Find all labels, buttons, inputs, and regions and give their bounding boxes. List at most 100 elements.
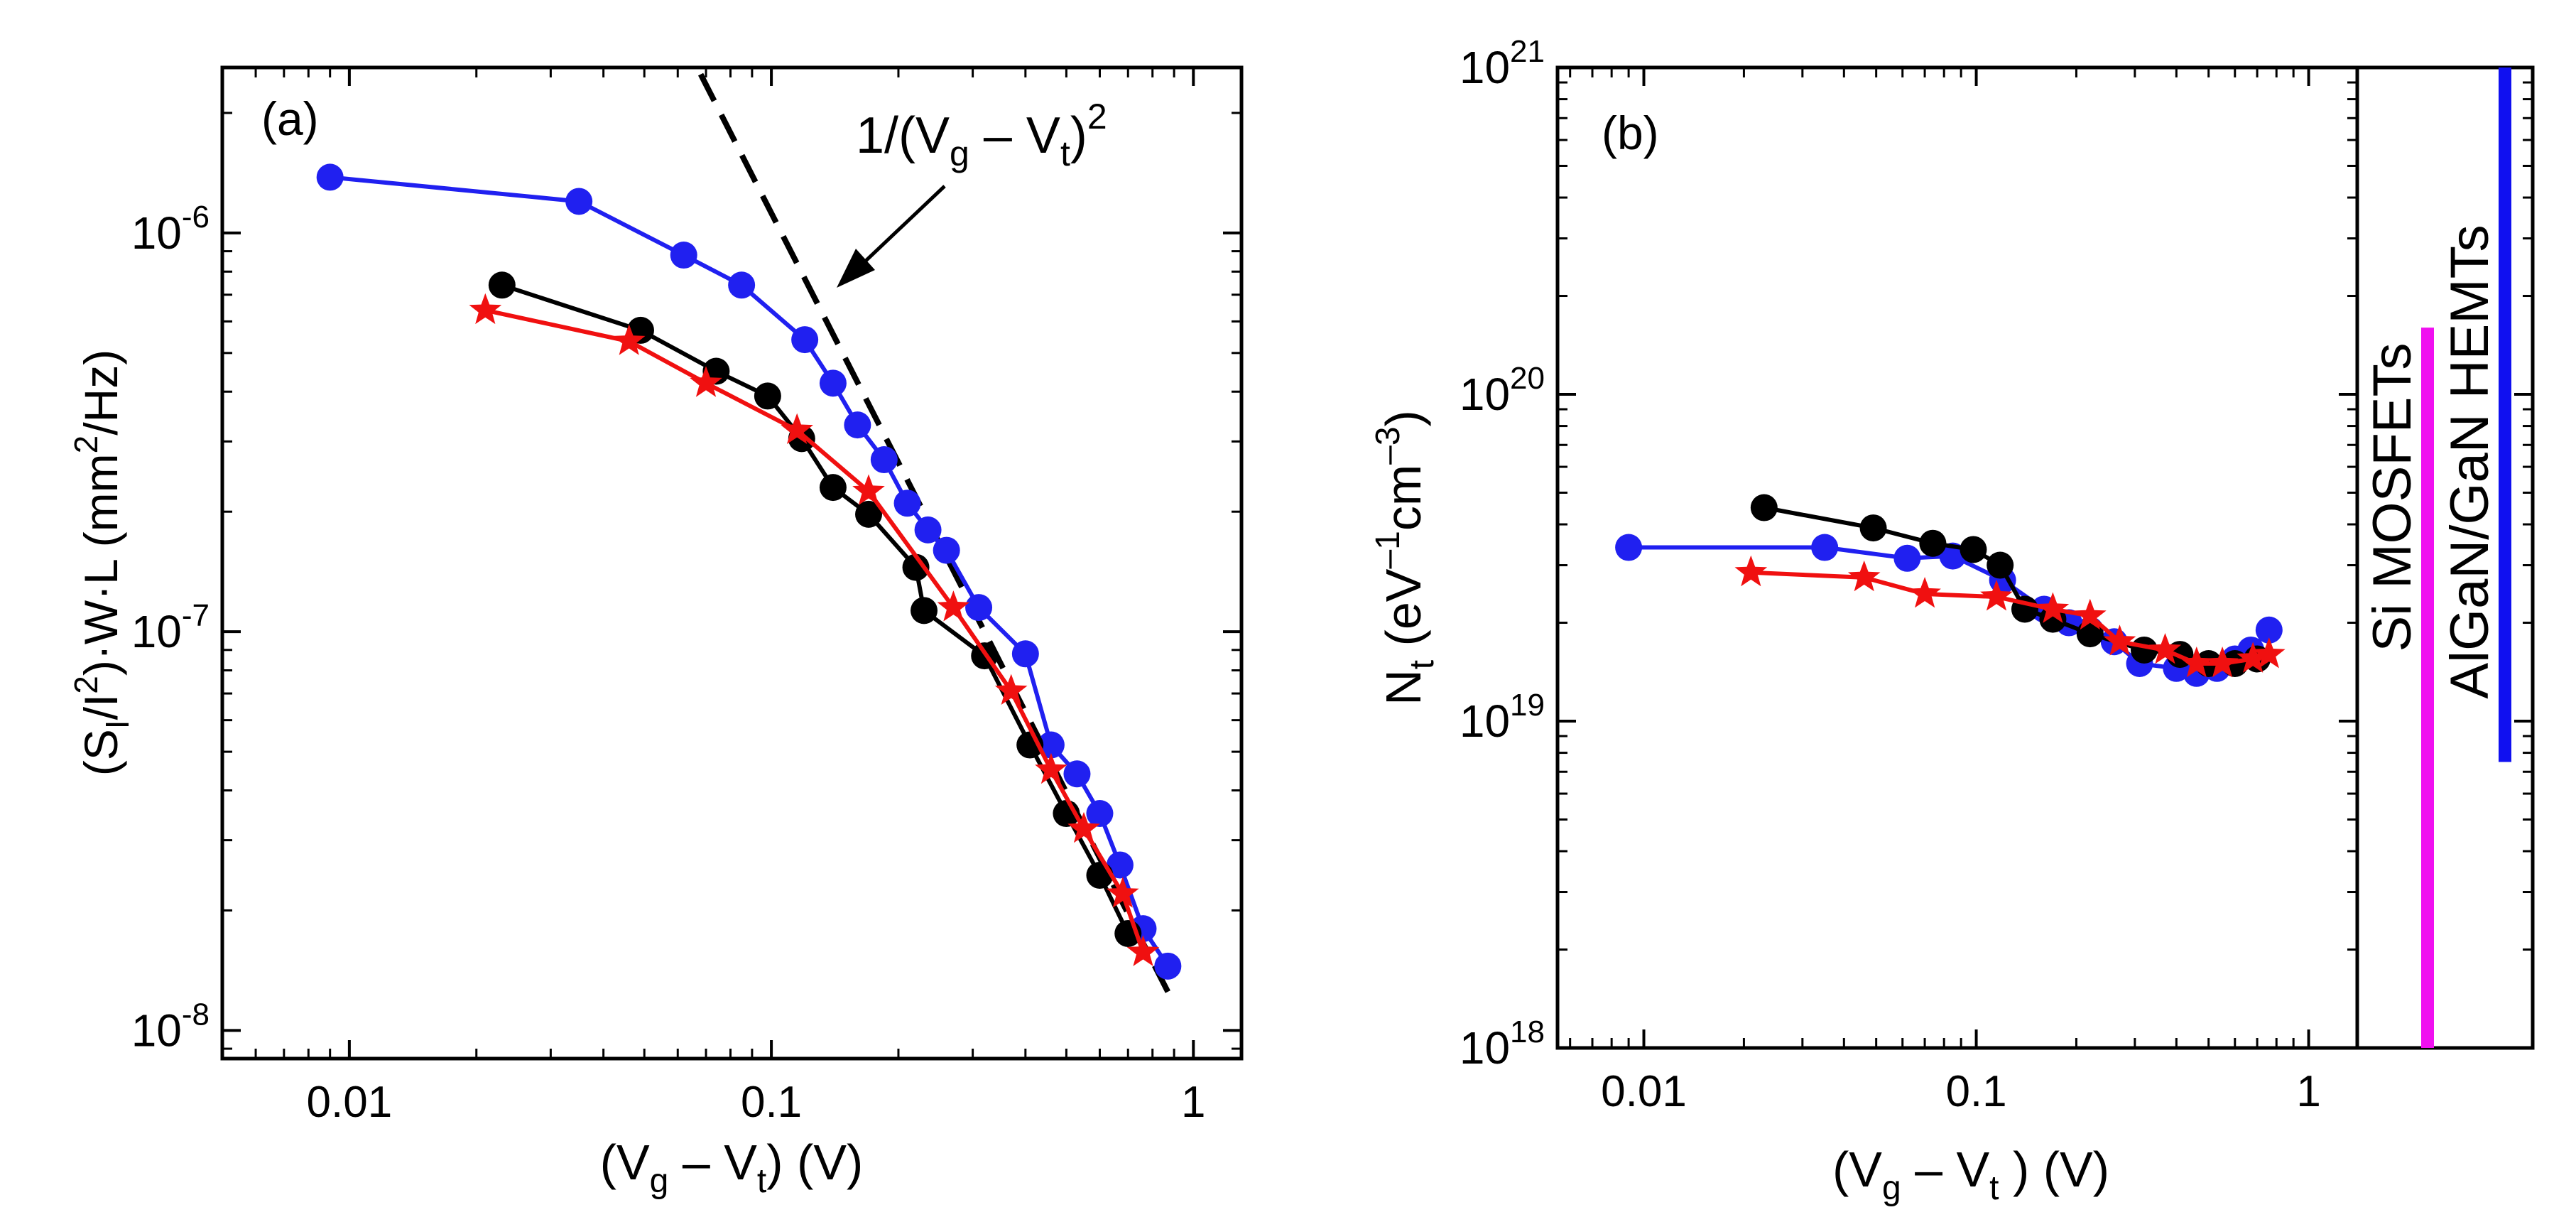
panel-a-ticks (221, 67, 1241, 1059)
panel-a-circle-marker (914, 516, 942, 544)
panel-a-circle-marker (488, 271, 516, 299)
panel-b-star-marker (1908, 577, 1941, 608)
panel-a-circle-marker (933, 536, 960, 564)
panel-a-plot-frame (220, 65, 1244, 1061)
panel-a-series-line (501, 283, 1130, 935)
panel-a-xtick-label: 0.1 (741, 1078, 802, 1127)
panel-a-circle-marker (728, 271, 756, 299)
panel-a-annotation: 1/(Vg – Vt)2 (856, 97, 1107, 173)
panel-a-star-marker (1106, 877, 1139, 908)
panel-b-xlabel: (Vg – Vt ) (V) (1832, 1142, 2109, 1207)
panel-a-series-2 (469, 293, 1160, 966)
range-panel: Si MOSFETs AlGaN/GaN HEMTs (2355, 65, 2535, 1050)
panel-a-series-0 (316, 163, 1182, 980)
panel-b-circle-marker (1811, 534, 1839, 561)
panel-a-circle-marker (1086, 800, 1114, 828)
panel-b-circle-marker (1615, 534, 1643, 561)
panel-a-circle-marker (911, 597, 938, 624)
panel-a-circle-marker (670, 242, 697, 269)
panel-b-star-marker (2148, 633, 2182, 664)
panel-a-series-line (484, 308, 1146, 953)
panel-a-circle-marker (1011, 640, 1039, 668)
panel-a-star-marker (612, 324, 646, 355)
panel-a-star-marker (994, 674, 1028, 705)
panel-a-xtick-label: 0.01 (307, 1078, 393, 1127)
panel-a-tick-labels: 0.01 0.1 1 10-8 10-7 10-6 (131, 200, 1206, 1127)
panel-b-xtick-label: 0.1 (1945, 1067, 2006, 1116)
panel-a-series (316, 163, 1182, 980)
panel-b-circle-marker (1919, 529, 1947, 557)
panel-a-circle-marker (791, 326, 819, 354)
panel-a-series-1 (488, 271, 1142, 947)
panel-a-circle-marker (819, 369, 847, 397)
panel-a-star-marker (1035, 752, 1067, 784)
panel-b-ticks (1558, 66, 2357, 1049)
panel-a-star-marker (937, 590, 970, 622)
panel-b-star-marker (1980, 580, 2013, 611)
panel-b-ytick-label: 1020 (1460, 361, 1545, 420)
panel-b-series-2 (1734, 555, 2286, 678)
panel-a-circle-marker (1063, 760, 1091, 788)
panel-b-circle-marker (1893, 544, 1921, 572)
panel-b-star-marker (1847, 560, 1881, 592)
panel-b-star-marker (2206, 647, 2239, 678)
panel-b-series (1615, 494, 2286, 687)
range-panel-bars: Si MOSFETs AlGaN/GaN HEMTs (2362, 67, 2511, 1048)
range-panel-ticks (2514, 66, 2533, 1049)
panel-a-ytick-label: 10-8 (131, 997, 210, 1056)
panel-a-circle-marker (1037, 731, 1065, 759)
range-label: Si MOSFETs (2362, 343, 2423, 652)
panel-b-series-1 (1750, 494, 2271, 677)
panel-a-star-marker (1067, 811, 1100, 843)
panel-b-series-line (1763, 505, 2258, 666)
panel-b-label: (b) (1602, 107, 1659, 159)
panel-b-star-marker (2180, 647, 2213, 678)
panel-a-circle-marker (965, 594, 993, 622)
panel-a-star-marker (1126, 935, 1160, 966)
panel-a-circle-marker (870, 446, 898, 474)
panel-a-circle-marker (819, 474, 847, 502)
panel-b-star-marker (2103, 624, 2136, 656)
panel-a-circle-marker (855, 500, 883, 528)
panel-b-xtick-label: 1 (2296, 1067, 2320, 1116)
panel-a-star-marker (690, 366, 722, 397)
panel-b-circle-marker (1960, 536, 1987, 563)
panel-b-star-marker (2036, 592, 2070, 623)
panel-a-xtick-label: 1 (1181, 1078, 1205, 1127)
panel-a-star-marker (781, 413, 813, 444)
panel-b-ylabel: Nt (eV–1cm–3) (1369, 410, 1441, 705)
panel-b-star-marker (1734, 555, 1768, 587)
panel-b-circle-marker (2255, 616, 2283, 644)
range-label: AlGaN/GaN HEMTs (2440, 225, 2500, 698)
panel-a-circle-marker (893, 490, 921, 517)
panel-b-tick-labels: 0.01 0.1 1 1018 1019 1020 1021 (1460, 34, 2321, 1116)
panel-b-circle-marker (1750, 494, 1778, 521)
panel-a-ylabel: (SI/I2)·W·L (mm2/Hz) (67, 350, 136, 776)
panel-b-ytick-label: 1019 (1460, 688, 1545, 747)
panel-b-ytick-label: 1021 (1460, 34, 1545, 93)
panel-b: 0.01 0.1 1 1018 1019 1020 1021 (b) Nt (eV–1cm–… (1369, 34, 2359, 1207)
panel-b-star-marker (2074, 598, 2107, 630)
range-panel-frame (2355, 65, 2535, 1050)
panel-a-circle-marker (902, 553, 930, 581)
panel-b-ytick-label: 1018 (1460, 1015, 1545, 1074)
panel-a-star-marker (852, 474, 885, 505)
panel-a-annotation-arrowhead (837, 249, 875, 288)
panel-b-circle-marker (1987, 551, 2014, 579)
panel-a-circle-marker (316, 163, 344, 191)
panel-b-circle-marker (1859, 514, 1887, 542)
panel-b-star-marker (2253, 637, 2286, 669)
panel-a-circle-marker (1154, 952, 1182, 980)
panel-a-xlabel: (Vg – Vt) (V) (600, 1135, 864, 1200)
panel-a-annotation-arrow (864, 185, 946, 263)
panel-a-circle-marker (754, 382, 781, 410)
panel-a-circle-marker (844, 411, 871, 439)
panel-a: 0.01 0.1 1 10-8 10-7 10-6 (a) 1/(Vg – Vt)2 (S… (67, 65, 1244, 1200)
panel-a-circle-marker (565, 188, 593, 215)
panel-b-xtick-label: 0.01 (1601, 1067, 1687, 1116)
panel-a-circle-marker (1106, 851, 1134, 879)
panel-a-label: (a) (261, 92, 319, 145)
panel-b-star-marker (2237, 642, 2269, 673)
panel-a-star-marker (469, 293, 502, 325)
